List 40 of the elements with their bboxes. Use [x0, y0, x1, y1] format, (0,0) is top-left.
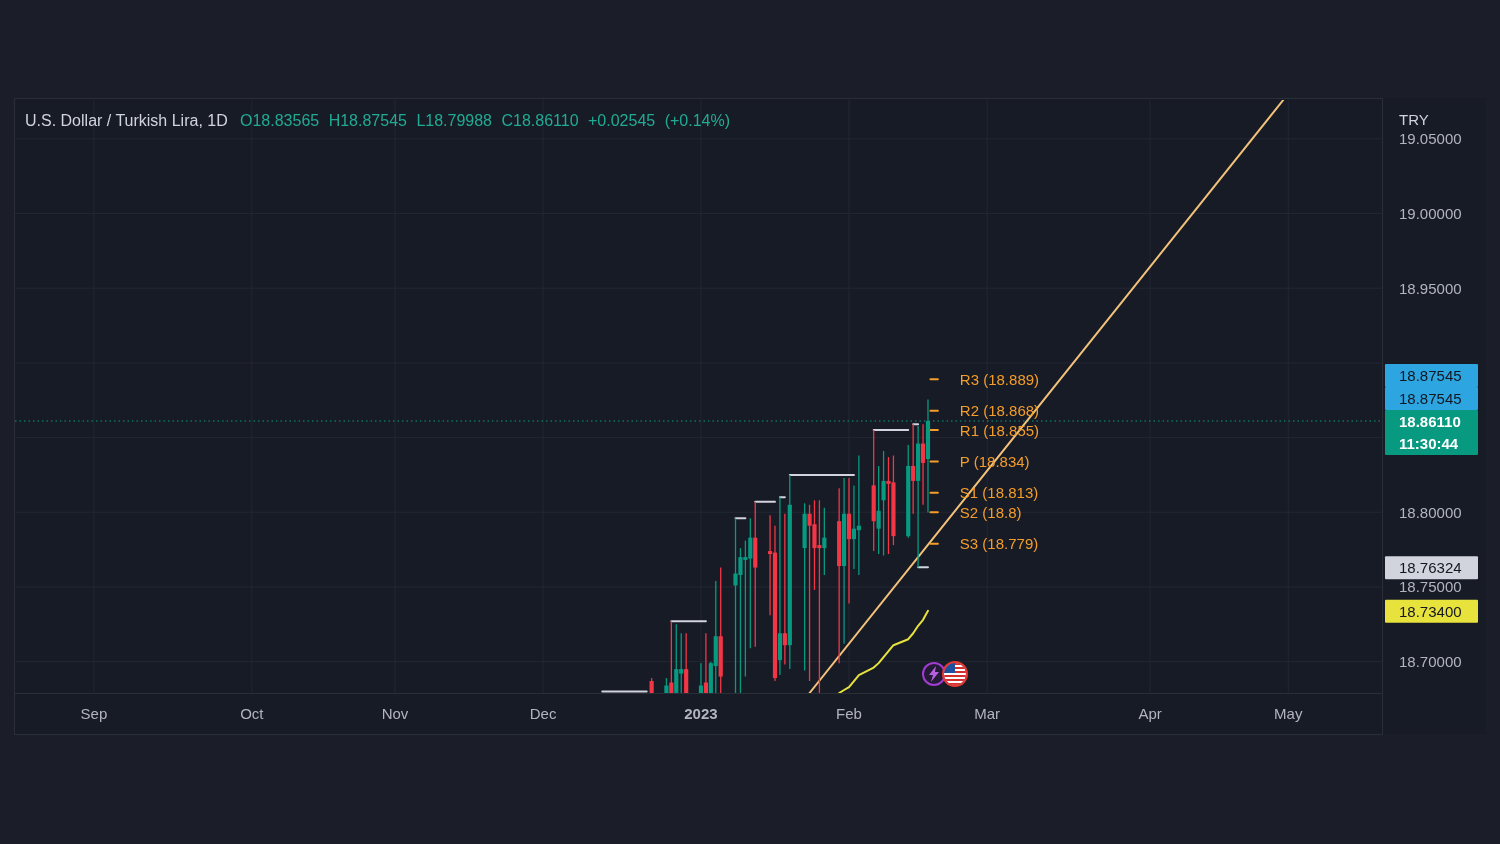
candlestick	[920, 423, 926, 506]
candlestick	[684, 632, 689, 693]
line-series	[838, 609, 929, 693]
candlestick	[698, 662, 704, 693]
y-axis-title: TRY	[1399, 110, 1429, 128]
candlestick	[876, 465, 881, 555]
candlestick	[674, 623, 679, 693]
text: 18.87545	[1399, 390, 1462, 407]
series-label: S3 (18.779)	[959, 535, 1039, 553]
x-tick-label: Sep	[80, 704, 108, 722]
text: 18.87545	[1399, 367, 1462, 384]
text: U.S. Dollar / Turkish Lira, 1D	[25, 111, 228, 129]
y-tick-label: 18.75000	[1399, 578, 1462, 596]
text: 18.76324	[1399, 559, 1462, 577]
candlestick	[851, 484, 857, 570]
x-tick-label: Feb	[836, 704, 862, 722]
series-label: S2 (18.8)	[959, 503, 1022, 521]
y-tick-label: 18.70000	[1399, 653, 1462, 671]
ref-line-label: 18.86110	[1399, 413, 1461, 430]
x-tick-label: 2023	[684, 704, 718, 722]
candlestick	[911, 423, 916, 515]
text: 11:30:44	[1399, 435, 1459, 452]
candlestick	[669, 620, 674, 693]
y-tick-label: 19.00000	[1399, 205, 1462, 223]
y-tick-label: 18.95000	[1399, 279, 1462, 297]
x-tick-label: Oct	[240, 704, 265, 722]
candlestick	[782, 513, 787, 666]
x-tick-label: Apr	[1138, 704, 1162, 722]
x-tick-label: Dec	[529, 704, 557, 722]
candlestick	[881, 450, 886, 557]
x-tick-label: May	[1274, 704, 1303, 722]
series-label: R3 (18.889)	[959, 370, 1040, 388]
y-tick-label: 19.05000	[1399, 130, 1462, 148]
text: 18.73400	[1399, 602, 1462, 620]
x-tick-label: Nov	[381, 704, 409, 722]
candlestick	[822, 507, 827, 576]
x-tick-label: Mar	[974, 704, 1001, 722]
candlestick	[703, 632, 708, 693]
y-tick-label: 18.80000	[1399, 503, 1462, 521]
text: O18.83565 H18.87545 L18.79988 C18.86110 +0.02545 (+0.14%)	[240, 111, 730, 129]
